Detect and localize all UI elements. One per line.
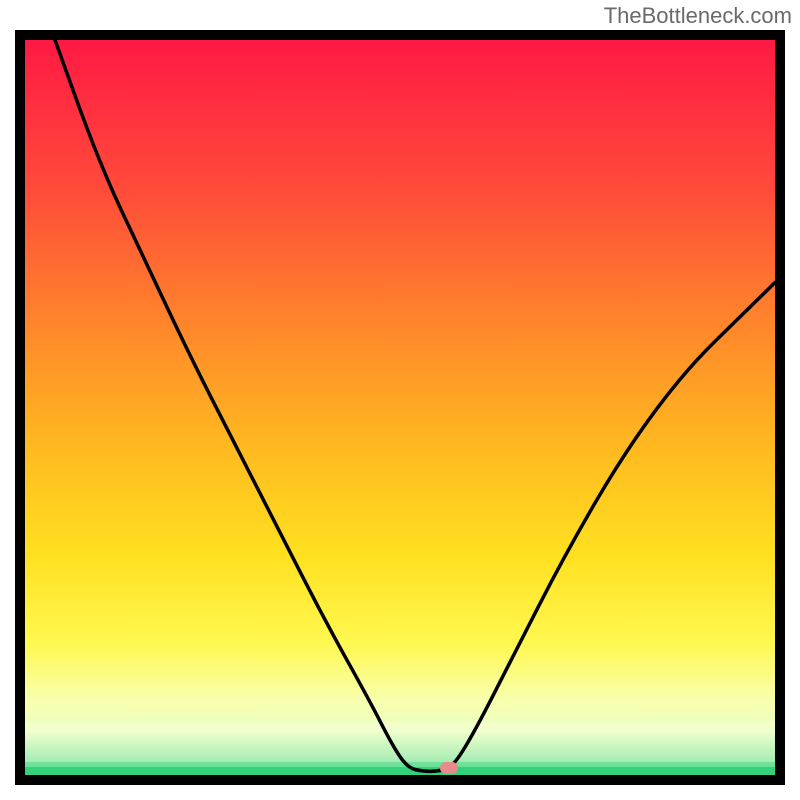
plot-area	[25, 40, 775, 775]
chart-frame	[15, 30, 785, 785]
watermark-text: TheBottleneck.com	[604, 3, 792, 29]
optimal-marker	[440, 762, 458, 774]
bottleneck-curve	[25, 40, 775, 775]
